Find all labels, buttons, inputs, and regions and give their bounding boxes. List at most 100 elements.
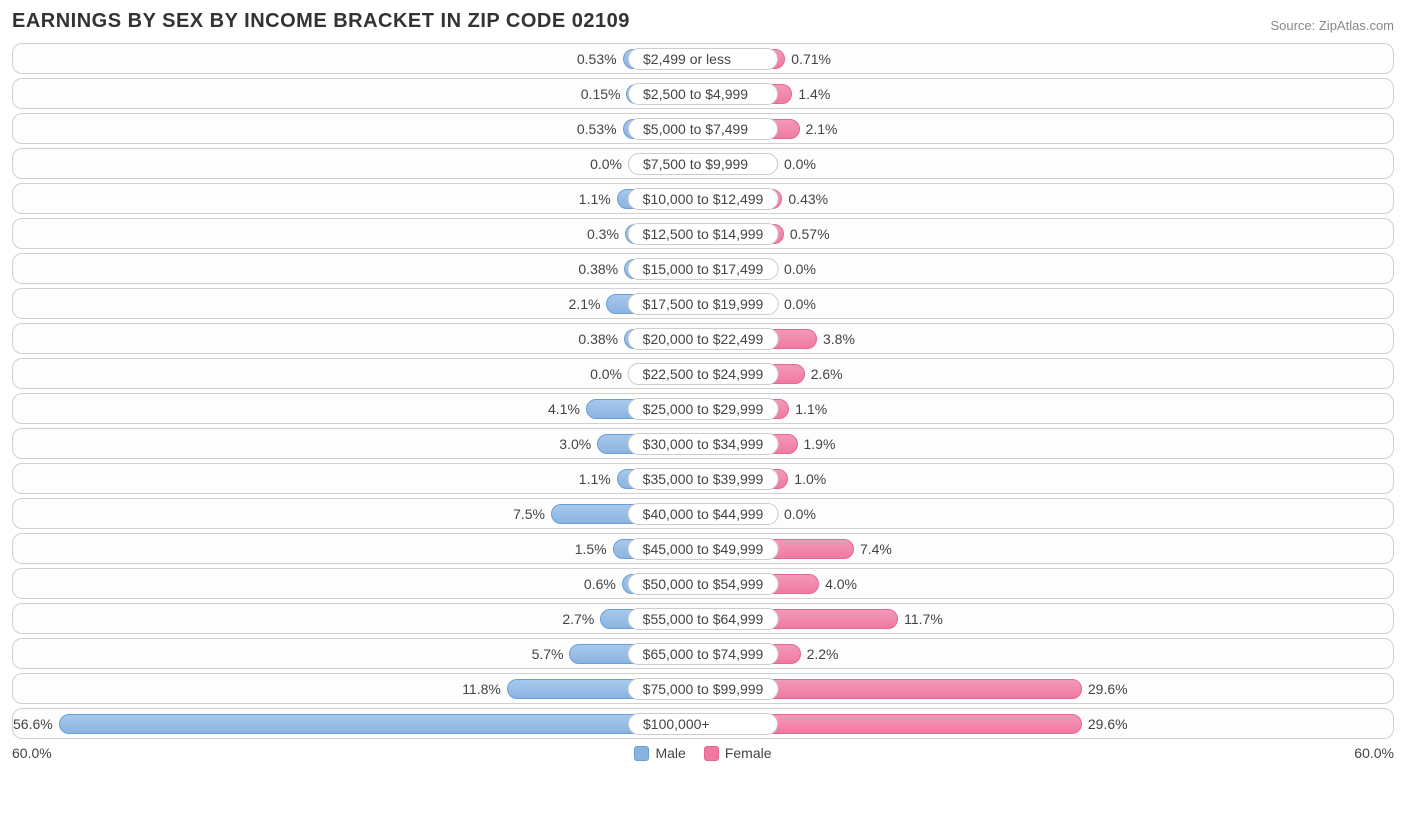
bracket-label: $45,000 to $49,999 xyxy=(628,538,779,560)
legend-male-label: Male xyxy=(655,745,685,761)
male-half: 56.6% xyxy=(13,709,703,738)
chart-row: 2.7%11.7%$55,000 to $64,999 xyxy=(12,603,1394,634)
male-half: 0.0% xyxy=(13,149,703,178)
female-pct: 1.4% xyxy=(798,86,830,102)
chart-row: 0.15% 1.4% $2,500 to $4,999 xyxy=(12,78,1394,109)
female-half: 0.0% xyxy=(703,254,1393,283)
male-half: 1.1% xyxy=(13,464,703,493)
male-pct: 0.3% xyxy=(587,226,619,242)
male-pct: 4.1% xyxy=(548,401,580,417)
chart-row: 1.1% 0.43% $10,000 to $12,499 xyxy=(12,183,1394,214)
female-pct: 1.0% xyxy=(794,471,826,487)
female-pct: 11.7% xyxy=(904,611,943,627)
bracket-label: $17,500 to $19,999 xyxy=(628,293,779,315)
bracket-label: $35,000 to $39,999 xyxy=(628,468,779,490)
female-half: 1.0% xyxy=(703,464,1393,493)
male-pct: 0.38% xyxy=(578,331,618,347)
male-pct: 0.53% xyxy=(577,51,617,67)
male-pct: 0.6% xyxy=(584,576,616,592)
female-pct: 0.0% xyxy=(784,261,816,277)
chart-source: Source: ZipAtlas.com xyxy=(1270,18,1394,33)
chart-row: 0.0%2.6%$22,500 to $24,999 xyxy=(12,358,1394,389)
chart-row: 2.1% 0.0%$17,500 to $19,999 xyxy=(12,288,1394,319)
chart-row: 7.5%0.0%$40,000 to $44,999 xyxy=(12,498,1394,529)
chart-body: 0.53% 0.71% $2,499 or less 0.15% 1.4% $2,500 … xyxy=(12,43,1394,739)
male-half: 11.8% xyxy=(13,674,703,703)
legend: Male Female xyxy=(52,745,1355,761)
chart-row: 5.7%2.2%$65,000 to $74,999 xyxy=(12,638,1394,669)
male-bar xyxy=(59,714,703,734)
bracket-label: $50,000 to $54,999 xyxy=(628,573,779,595)
male-half: 2.7% xyxy=(13,604,703,633)
male-pct: 1.1% xyxy=(579,471,611,487)
chart-row: 0.6% 4.0% $50,000 to $54,999 xyxy=(12,568,1394,599)
male-pct: 3.0% xyxy=(559,436,591,452)
female-half: 0.0% xyxy=(703,289,1393,318)
bracket-label: $100,000+ xyxy=(628,713,778,735)
female-pct: 0.71% xyxy=(791,51,831,67)
female-pct: 7.4% xyxy=(860,541,892,557)
female-half: 2.6% xyxy=(703,359,1393,388)
bracket-label: $75,000 to $99,999 xyxy=(628,678,779,700)
male-pct: 0.38% xyxy=(578,261,618,277)
male-half: 0.53% xyxy=(13,114,703,143)
female-half: 29.6% xyxy=(703,709,1393,738)
male-half: 1.1% xyxy=(13,184,703,213)
female-half: 1.1% xyxy=(703,394,1393,423)
chart-row: 0.38%3.8%$20,000 to $22,499 xyxy=(12,323,1394,354)
male-half: 4.1% xyxy=(13,394,703,423)
legend-male: Male xyxy=(634,745,685,761)
bracket-label: $40,000 to $44,999 xyxy=(628,503,779,525)
legend-female: Female xyxy=(704,745,772,761)
male-half: 0.3% xyxy=(13,219,703,248)
male-half: 1.5% xyxy=(13,534,703,563)
male-half: 0.15% xyxy=(13,79,703,108)
female-half: 4.0% xyxy=(703,569,1393,598)
bracket-label: $25,000 to $29,999 xyxy=(628,398,779,420)
bracket-label: $15,000 to $17,499 xyxy=(628,258,779,280)
bracket-label: $30,000 to $34,999 xyxy=(628,433,779,455)
chart-row: 3.0% 1.9% $30,000 to $34,999 xyxy=(12,428,1394,459)
chart-row: 11.8% 29.6%$75,000 to $99,999 xyxy=(12,673,1394,704)
male-pct: 0.0% xyxy=(590,156,622,172)
bracket-label: $5,000 to $7,499 xyxy=(628,118,778,140)
male-half: 7.5% xyxy=(13,499,703,528)
male-pct: 0.53% xyxy=(577,121,617,137)
female-half: 29.6% xyxy=(703,674,1393,703)
male-half: 0.38% xyxy=(13,324,703,353)
bracket-label: $12,500 to $14,999 xyxy=(628,223,779,245)
chart-row: 0.38% 0.0% $15,000 to $17,499 xyxy=(12,253,1394,284)
chart-title: EARNINGS BY SEX BY INCOME BRACKET IN ZIP… xyxy=(12,10,630,33)
male-pct: 2.7% xyxy=(562,611,594,627)
female-pct: 1.9% xyxy=(804,436,836,452)
chart-row: 0.53% 0.71% $2,499 or less xyxy=(12,43,1394,74)
legend-female-label: Female xyxy=(725,745,772,761)
bracket-label: $2,500 to $4,999 xyxy=(628,83,778,105)
bracket-label: $65,000 to $74,999 xyxy=(628,643,779,665)
male-pct: 11.8% xyxy=(462,681,501,697)
female-half: 2.2% xyxy=(703,639,1393,668)
bracket-label: $10,000 to $12,499 xyxy=(628,188,779,210)
female-pct: 0.0% xyxy=(784,156,816,172)
female-half: 7.4% xyxy=(703,534,1393,563)
axis-label-right: 60.0% xyxy=(1354,745,1394,761)
chart-row: 1.1% 1.0% $35,000 to $39,999 xyxy=(12,463,1394,494)
female-pct: 2.1% xyxy=(806,121,838,137)
male-pct: 1.1% xyxy=(579,191,611,207)
male-half: 0.6% xyxy=(13,569,703,598)
bracket-label: $2,499 or less xyxy=(628,48,778,70)
female-swatch-icon xyxy=(704,746,719,761)
male-half: 0.0% xyxy=(13,359,703,388)
male-pct: 0.15% xyxy=(581,86,621,102)
female-half: 0.57% xyxy=(703,219,1393,248)
female-pct: 0.43% xyxy=(788,191,828,207)
bracket-label: $22,500 to $24,999 xyxy=(628,363,779,385)
female-pct: 4.0% xyxy=(825,576,857,592)
chart-row: 4.1% 1.1%$25,000 to $29,999 xyxy=(12,393,1394,424)
male-pct: 1.5% xyxy=(575,541,607,557)
female-half: 0.0% xyxy=(703,499,1393,528)
male-swatch-icon xyxy=(634,746,649,761)
female-half: 0.71% xyxy=(703,44,1393,73)
male-pct: 2.1% xyxy=(569,296,601,312)
chart-footer: 60.0% Male Female 60.0% xyxy=(12,745,1394,761)
